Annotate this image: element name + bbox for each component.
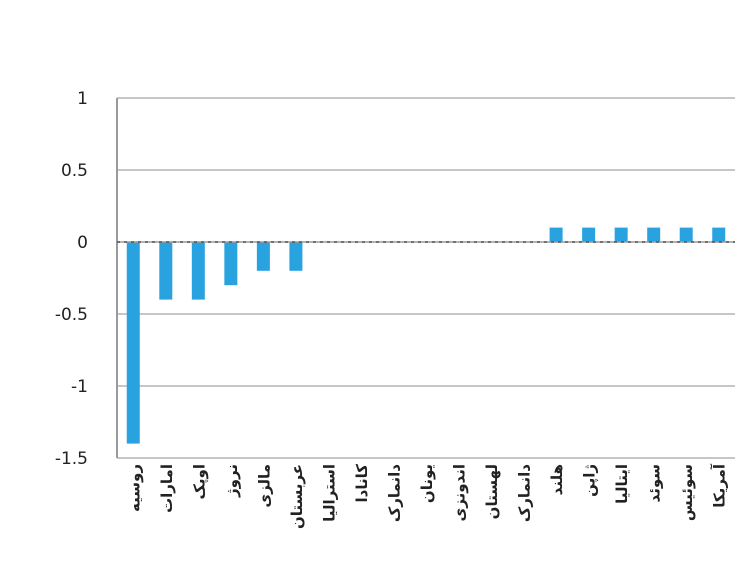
y-tick-label: -1 — [71, 377, 88, 397]
x-tick-label: استرالیا — [320, 464, 338, 522]
x-tick-label: اندونزی — [451, 464, 469, 521]
x-tick-label: هلند — [548, 464, 566, 495]
bar — [289, 242, 303, 271]
x-tick-label: مالزی — [255, 464, 273, 508]
y-tick-label: 0 — [77, 233, 88, 253]
y-tick-label: 0.5 — [61, 161, 88, 181]
x-tick-label: ژاپن — [581, 464, 600, 497]
bar — [679, 227, 693, 242]
x-tick-label: سوئیس — [678, 464, 696, 521]
bars — [126, 227, 726, 444]
x-tick-label: لهستان — [483, 464, 501, 519]
x-tick-label: اوپک — [190, 464, 209, 499]
y-tick-label: -0.5 — [55, 305, 88, 325]
bar — [647, 227, 661, 242]
gridlines — [117, 97, 735, 459]
bar — [191, 242, 205, 300]
bar — [549, 227, 563, 242]
x-tick-label: آمریکا — [711, 463, 729, 508]
x-tick-label: دانمارک — [516, 464, 534, 522]
bar — [224, 242, 238, 286]
bar — [582, 227, 596, 242]
x-tick-label: عربستان — [288, 464, 306, 529]
x-tick-label: سوئد — [646, 464, 664, 502]
y-tick-label: 1 — [77, 89, 88, 109]
bar — [256, 242, 270, 271]
bar — [614, 227, 628, 242]
y-tick-label: -1.5 — [55, 449, 88, 469]
bar — [712, 227, 726, 242]
x-tick-label: امارات — [158, 464, 176, 513]
x-tick-label: نروژ — [223, 464, 241, 498]
bar — [159, 242, 173, 300]
x-tick-label: دانمارک — [385, 464, 403, 522]
x-tick-label: کانادا — [353, 464, 371, 503]
x-axis-labels: روسیه امارات اوپک نروژ مالزی عربستان استرالیا ک… — [125, 463, 728, 529]
y-axis: 1 0.5 0 -0.5 -1 -1.5 — [55, 89, 118, 469]
x-tick-label: یونان — [418, 464, 436, 503]
x-tick-label: روسیه — [125, 464, 143, 512]
bar — [126, 242, 140, 444]
x-tick-label: ایتالیا — [613, 464, 631, 504]
